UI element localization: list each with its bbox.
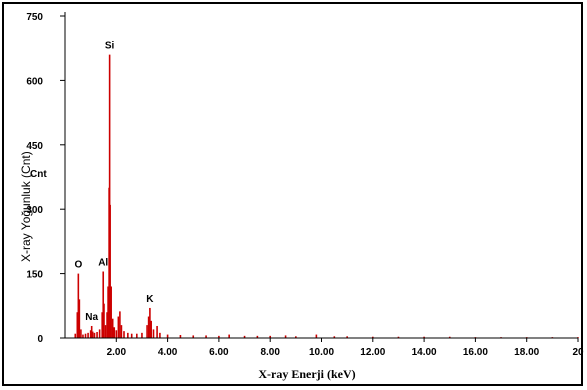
y-tick-label-1: 150 bbox=[26, 270, 43, 281]
x-axis-title: X-ray Enerji (keV) bbox=[258, 367, 355, 381]
peak-label-k: K bbox=[146, 294, 154, 305]
axes: 0 150 300 450 600 750 2.00 4.00 6.00 8.00 10.00 12.… bbox=[26, 12, 584, 358]
y-tick-label-0: 0 bbox=[37, 334, 43, 345]
y-tick-label-5: 750 bbox=[26, 12, 43, 23]
x-tick-label-3: 8.00 bbox=[260, 347, 280, 358]
x-tick-label-9: 20 bbox=[572, 347, 584, 358]
x-tick-label-0: 2.00 bbox=[107, 347, 127, 358]
spectrum-bars bbox=[74, 54, 579, 338]
peak-label-o: O bbox=[74, 260, 82, 271]
x-tick-label-7: 16.00 bbox=[463, 347, 488, 358]
y-axis-title: X-ray Yoğunluk (Cnt) bbox=[19, 151, 33, 262]
peak-label-al: Al bbox=[98, 257, 108, 268]
y-tick-label-3: 450 bbox=[26, 141, 43, 152]
peak-label-na: Na bbox=[85, 312, 98, 323]
chart-frame bbox=[2, 2, 583, 386]
x-tick-label-5: 12.00 bbox=[360, 347, 385, 358]
peak-labels: O Na Al Si K bbox=[74, 41, 154, 323]
series-label: Cnt bbox=[30, 169, 47, 180]
y-tick-label-4: 600 bbox=[26, 76, 43, 87]
x-tick-label-1: 4.00 bbox=[158, 347, 178, 358]
x-tick-label-4: 10.00 bbox=[309, 347, 334, 358]
y-tick-label-2: 300 bbox=[26, 205, 43, 216]
x-tick-label-2: 6.00 bbox=[209, 347, 229, 358]
x-tick-label-6: 14.00 bbox=[412, 347, 437, 358]
x-tick-label-8: 18.00 bbox=[514, 347, 539, 358]
peak-label-si: Si bbox=[105, 41, 115, 52]
